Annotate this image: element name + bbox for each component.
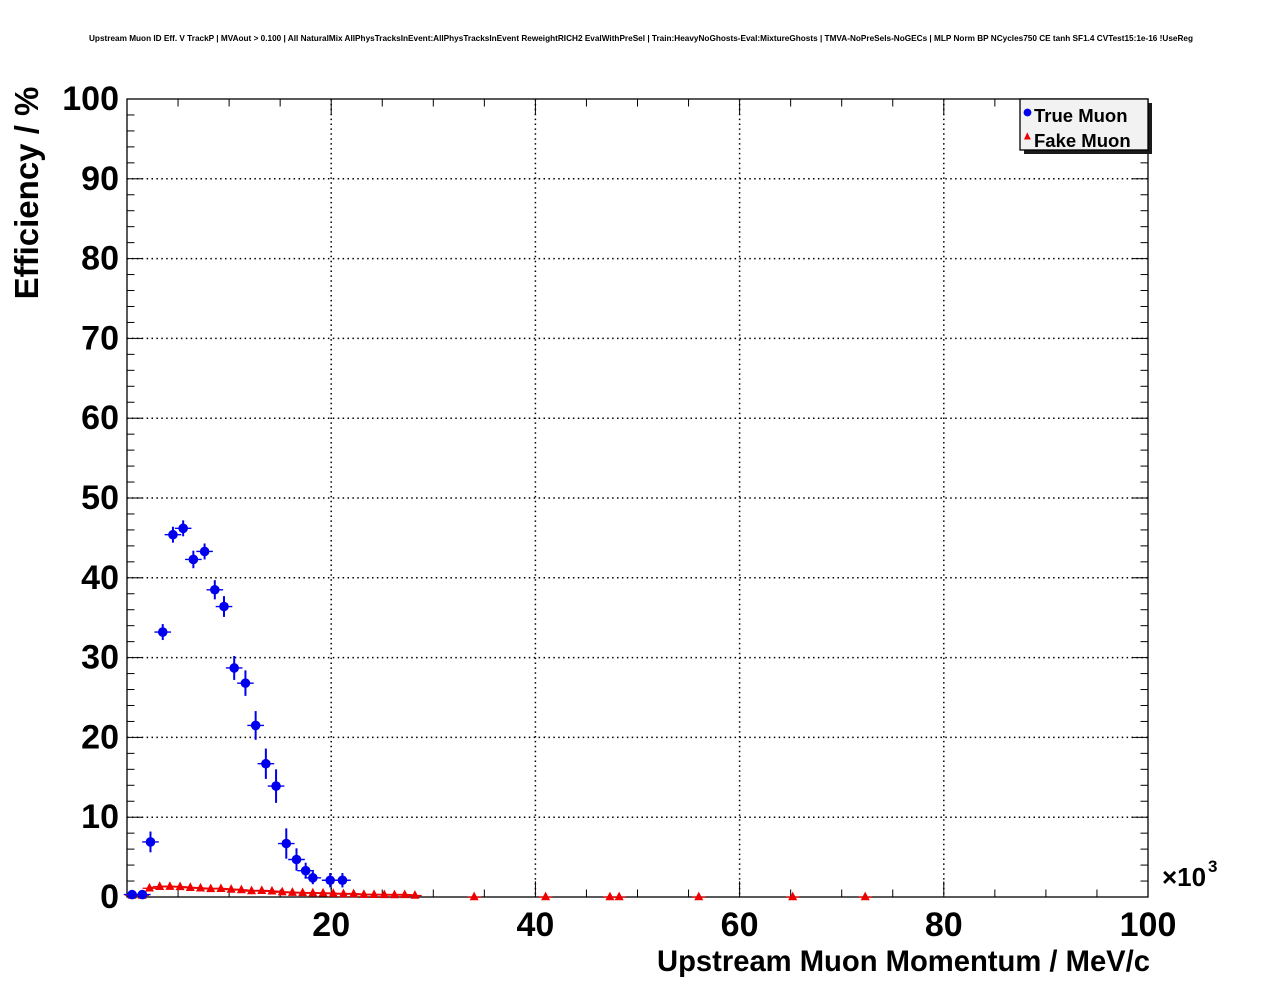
svg-text:100: 100	[62, 80, 119, 118]
svg-text:3: 3	[1208, 857, 1217, 876]
svg-text:20: 20	[312, 906, 350, 944]
svg-text:90: 90	[81, 160, 119, 198]
svg-text:60: 60	[721, 906, 759, 944]
svg-text:80: 80	[81, 240, 119, 278]
svg-text:50: 50	[81, 479, 119, 517]
svg-text:×10: ×10	[1162, 862, 1206, 892]
svg-text:100: 100	[1120, 906, 1177, 944]
svg-text:70: 70	[81, 319, 119, 357]
svg-text:Upstream Muon ID Eff. V TrackP: Upstream Muon ID Eff. V TrackP | MVAout …	[89, 34, 1193, 43]
svg-text:10: 10	[81, 798, 119, 836]
svg-text:Upstream Muon Momentum / MeV/c: Upstream Muon Momentum / MeV/c	[657, 946, 1150, 978]
svg-text:True Muon: True Muon	[1034, 105, 1128, 126]
svg-text:60: 60	[81, 399, 119, 437]
svg-text:30: 30	[81, 639, 119, 677]
svg-text:0: 0	[100, 878, 119, 916]
svg-text:Fake Muon: Fake Muon	[1034, 130, 1131, 151]
svg-text:40: 40	[516, 906, 554, 944]
svg-text:20: 20	[81, 718, 119, 756]
svg-text:80: 80	[925, 906, 963, 944]
svg-text:Efficiency / %: Efficiency / %	[8, 87, 45, 300]
svg-text:40: 40	[81, 559, 119, 597]
